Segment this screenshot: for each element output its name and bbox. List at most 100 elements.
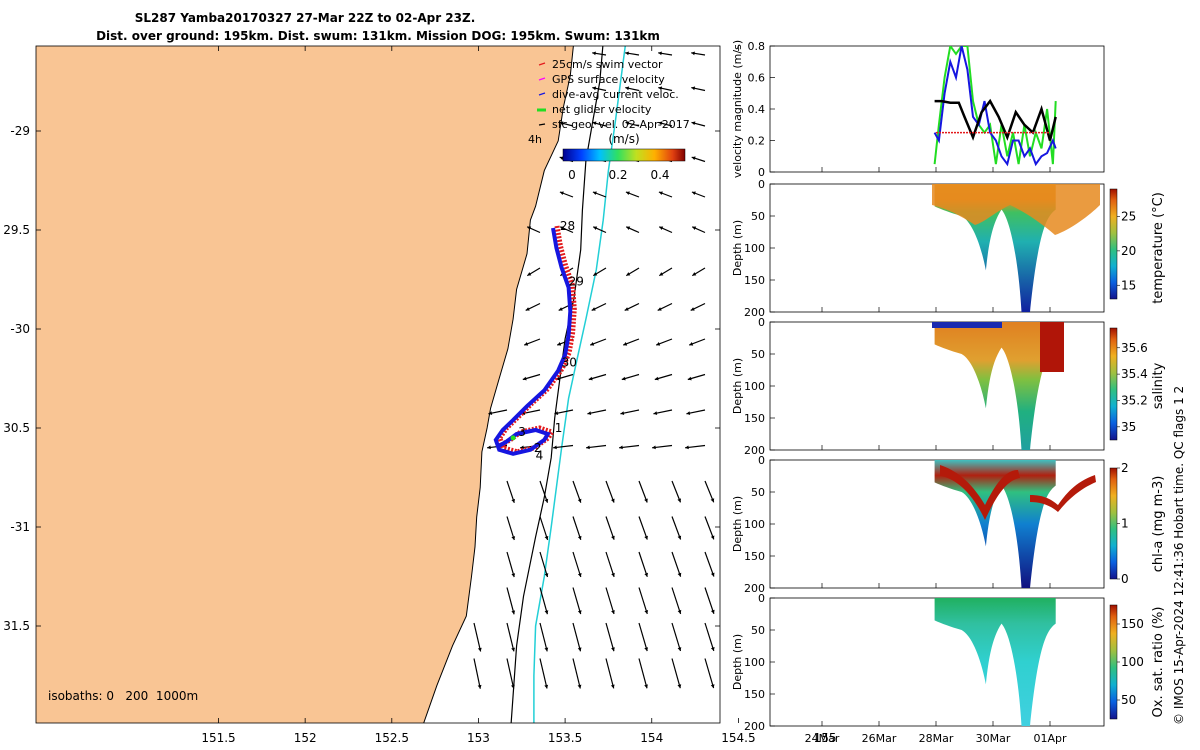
velocity-arrow [605,658,615,689]
velocity-arrowhead [553,445,557,450]
velocity-arrowhead [554,411,559,415]
velocity-ytick-label: 0.4 [748,103,766,116]
velocity-arrow [704,480,715,503]
velocity-arrow [539,551,549,578]
map-panel: 28 29 30 1 324 25cm/s swim vector GPS surfac… [3,45,837,745]
oxygen-field [934,598,1056,726]
velocity-arrow [704,516,715,540]
velocity-arrowhead [611,647,615,652]
map-lon-ticks: 151.5 152 152.5 153 153.5 154 154.5 155 [201,46,837,745]
depth-tick-label: 0 [758,454,765,467]
colorbar-tick-label: 35.6 [1121,341,1148,355]
velocity-arrowhead [654,376,659,381]
velocity-arrow [539,622,548,652]
velocity-panel: 0 0.2 0.4 0.6 0.8 velocity magnitude (m/s) [731,40,1105,179]
velocity-arrow [539,587,548,615]
velocity-arrow [704,658,715,689]
colorbar-tick-label: 0 [1121,572,1129,586]
legend-item-gps-velocity: GPS surface velocity [538,73,665,86]
colorbar-tick-label: 100 [1121,655,1144,669]
footer-copyright: © IMOS 15-Apr-2024 12:41:36 Hobart time.… [1172,386,1186,725]
velocity-arrow [572,516,582,540]
oxygen-colorbar [1109,604,1118,720]
track-current-vectors [493,227,573,456]
velocity-arrow [473,622,482,652]
velocity-arrow [539,480,549,503]
velocity-arrow [638,480,648,503]
velocity-arrow [704,622,715,652]
velocity-arrowhead [611,610,615,614]
day-label: 1 [555,421,563,435]
legend-item-swim-vector: 25cm/s swim vector [538,58,663,71]
velocity-arrowhead [611,498,615,503]
velocity-arrowhead [511,610,516,615]
velocity-arrowhead [677,684,682,689]
velocity-arrow [671,622,682,652]
velocity-arrow [605,480,615,503]
legend-label-gps-velocity: GPS surface velocity [552,73,665,86]
temperature-warm-core [932,184,1100,235]
colorbar-title: (m/s) [608,132,639,146]
velocity-arrowhead [677,572,682,577]
velocity-arrowhead [544,647,549,652]
depth-tick-label: 150 [744,412,765,425]
colorbar-tick: 0.4 [650,168,669,182]
velocity-arrow [506,587,515,615]
date-axis: 24Mar 26Mar 28Mar 30Mar 01Apr [805,167,1067,745]
depth-tick-label: 100 [744,656,765,669]
velocity-arrowhead [610,684,615,689]
colorbar-tick-label: 150 [1121,617,1144,631]
velocity-arrowhead [677,498,681,503]
depth-ylabel: Depth (m) [731,634,744,690]
velocity-arrowhead [710,572,715,577]
lat-tick-label: 30.5 [3,421,30,435]
depth-tick-label: 0 [758,178,765,191]
map-lat-ticks: -29 29.5 -30 30.5 -31 31.5 [3,124,720,633]
velocity-arrowhead [577,535,582,540]
velocity-ytick-label: 0 [758,166,765,179]
velocity-arrowhead [625,86,630,91]
lon-tick-label: 154 [640,731,663,745]
velocity-arrowhead [626,226,631,230]
chlorophyll-maximum-layer-2 [1030,475,1096,512]
velocity-arrow [539,516,549,541]
depth-ylabel: Depth (m) [731,220,744,276]
velocity-arrowhead [577,684,582,689]
velocity-arrow [638,622,648,652]
depth-tick-label: 200 [744,582,765,595]
temperature-colorbar-label: temperature (°C) [1151,192,1166,304]
velocity-arrowhead [592,191,597,195]
velocity-arrowhead [691,51,695,56]
depth-tick-label: 100 [744,380,765,393]
velocity-arrowhead [488,411,493,415]
velocity-arrowhead [557,342,562,346]
day-labels: 28 29 30 1 324 [518,219,584,463]
colorbar-tick-label: 35.2 [1121,393,1148,407]
title-line-1: SL287 Yamba20170327 27-Mar 22Z to 02-Apr… [135,11,476,25]
velocity-arrow [605,622,615,652]
lon-tick-label: 152 [294,731,317,745]
velocity-arrow [638,587,648,615]
depth-tick-label: 100 [744,242,765,255]
day-label: 28 [560,219,575,233]
velocity-arrowhead [611,572,615,577]
depth-tick-label: 50 [751,486,765,499]
legend-label-swim-vector: 25cm/s swim vector [552,58,663,71]
velocity-arrowhead [710,535,715,540]
colorbar-tick-label: 35.4 [1121,367,1148,381]
depth-tick-label: 200 [744,444,765,457]
velocity-arrow [671,516,682,540]
lat-tick-label: -31 [10,520,30,534]
velocity-arrowhead [559,156,564,161]
land-area [36,46,574,723]
date-tick-label: 30Mar [976,732,1011,745]
depth-tick-label: 150 [744,550,765,563]
salinity-field [934,322,1056,450]
velocity-arrowhead [691,86,696,91]
velocity-arrowhead [558,307,563,311]
velocity-arrow [572,658,581,689]
velocity-arrowhead [511,498,515,503]
day-label: 2 [534,441,542,455]
date-tick-label: 01Apr [1033,732,1067,745]
